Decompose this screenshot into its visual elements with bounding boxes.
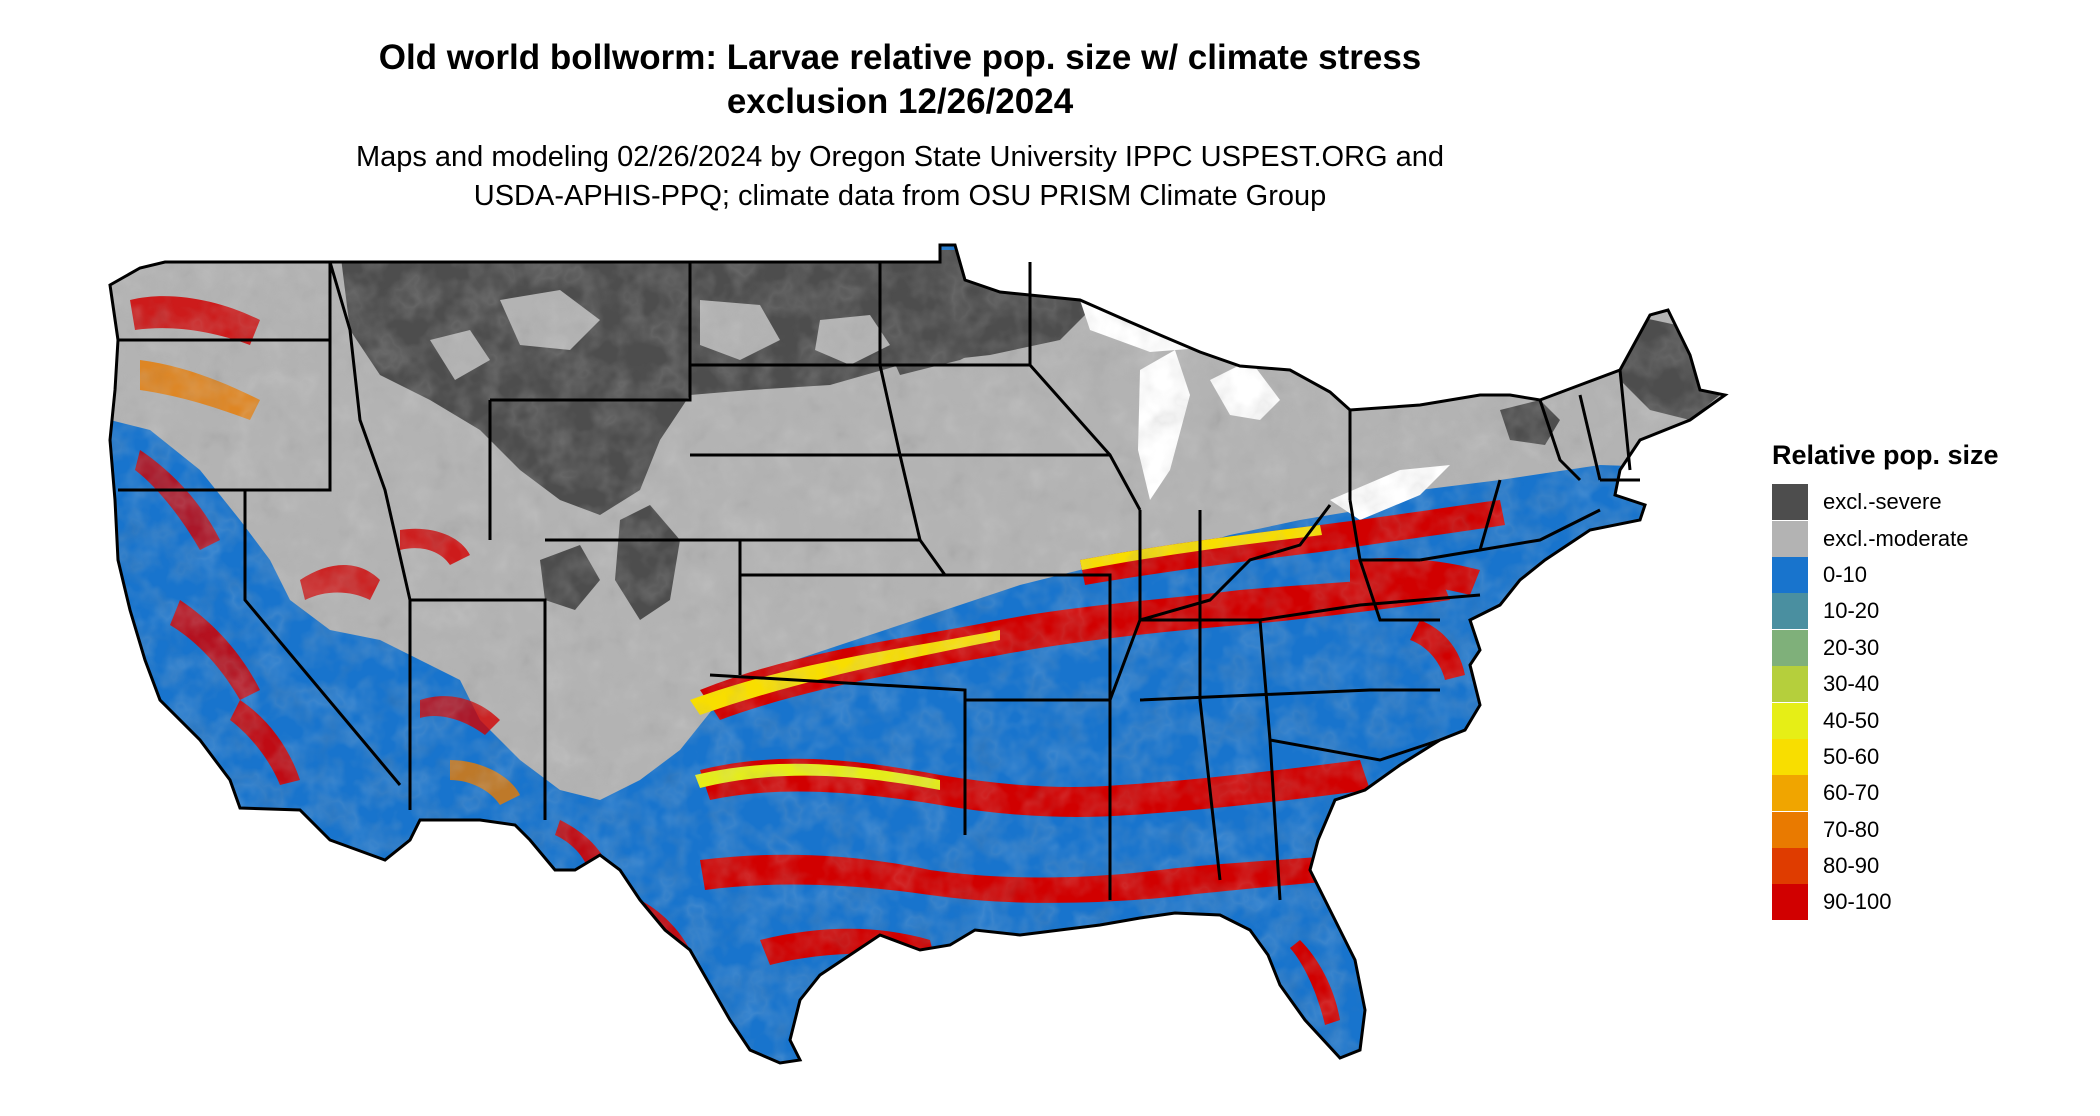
legend-item: 80-90 — [1772, 848, 2072, 885]
legend-item: 50-60 — [1772, 738, 2072, 775]
legend-swatch — [1772, 593, 1808, 630]
legend-label: 80-90 — [1823, 853, 1880, 879]
legend-swatch — [1772, 775, 1808, 812]
legend-label: 70-80 — [1823, 816, 1880, 842]
map-subtitle-line-2: USDA-APHIS-PPQ; climate data from OSU PR… — [473, 180, 1327, 212]
map-title-line-1: Old world bollworm: Larvae relative pop.… — [378, 38, 1422, 77]
legend-item: 20-30 — [1772, 629, 2072, 666]
legend-label: 60-70 — [1823, 780, 1880, 806]
legend-swatch — [1772, 884, 1808, 921]
legend-item: 70-80 — [1772, 811, 2072, 848]
legend-swatch — [1772, 629, 1808, 666]
legend-label: 20-30 — [1823, 634, 1880, 660]
map-subtitle-line-1: Maps and modeling 02/26/2024 by Oregon S… — [355, 141, 1445, 173]
legend-item: 40-50 — [1772, 702, 2072, 739]
legend-swatch — [1772, 811, 1808, 848]
legend-swatch — [1772, 556, 1808, 593]
legend-swatch — [1772, 666, 1808, 703]
state-boundaries — [108, 243, 1727, 1065]
legend-label: excl.-severe — [1823, 489, 1942, 515]
legend-title: Relative pop. size — [1772, 440, 1999, 470]
legend-label: 10-20 — [1823, 598, 1880, 624]
legend-item: excl.-severe — [1772, 484, 2072, 521]
legend-swatch — [1772, 738, 1808, 775]
legend-label: excl.-moderate — [1823, 525, 1969, 551]
legend: Relative pop. size excl.-severe excl.-mo… — [1772, 438, 2072, 921]
legend-swatch — [1772, 702, 1808, 739]
legend-item: excl.-moderate — [1772, 520, 2072, 557]
legend-label: 50-60 — [1823, 743, 1880, 769]
legend-swatch — [1772, 484, 1808, 521]
map-title-line-2: exclusion 12/26/2024 — [726, 82, 1074, 121]
legend-item: 90-100 — [1772, 884, 2072, 921]
legend-item: 0-10 — [1772, 556, 2072, 593]
legend-swatch — [1772, 848, 1808, 885]
legend-item: 30-40 — [1772, 666, 2072, 703]
legend-label: 0-10 — [1823, 561, 1868, 587]
legend-swatch — [1772, 520, 1808, 557]
legend-item: 10-20 — [1772, 593, 2072, 630]
legend-item: 60-70 — [1772, 775, 2072, 812]
legend-label: 30-40 — [1823, 671, 1880, 697]
legend-items: excl.-severe excl.-moderate 0-10 10-20 2… — [1772, 484, 2072, 921]
legend-label: 40-50 — [1823, 707, 1880, 733]
legend-label: 90-100 — [1823, 889, 1892, 915]
